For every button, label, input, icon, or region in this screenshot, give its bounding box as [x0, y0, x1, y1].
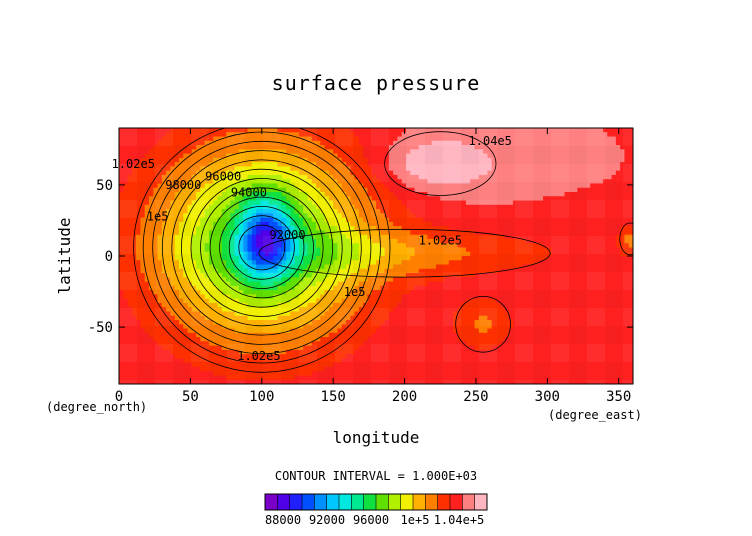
chart-title: surface pressure [272, 71, 481, 95]
